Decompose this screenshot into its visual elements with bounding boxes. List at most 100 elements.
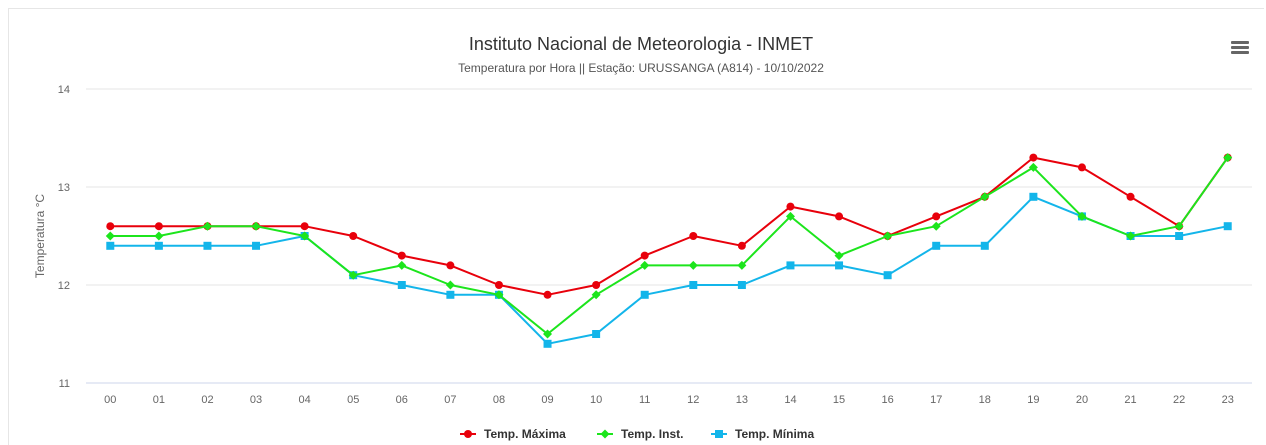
data-point-circle[interactable] — [300, 222, 309, 231]
data-point-diamond[interactable] — [688, 260, 698, 270]
x-tick-label: 17 — [930, 394, 942, 406]
data-point-diamond[interactable] — [1028, 162, 1038, 172]
data-point-diamond[interactable] — [1077, 211, 1087, 221]
y-tick-label: 11 — [59, 378, 70, 390]
data-point-diamond[interactable] — [883, 231, 893, 241]
x-tick-label: 10 — [590, 394, 602, 406]
x-tick-label: 08 — [493, 394, 505, 406]
x-tick-label: 14 — [784, 394, 796, 406]
y-axis-title: Temperatura °C — [33, 194, 47, 278]
x-tick-label: 15 — [833, 394, 845, 406]
data-point-circle[interactable] — [835, 212, 844, 221]
legend-label: Temp. Máxima — [484, 427, 566, 441]
data-point-diamond[interactable] — [737, 260, 747, 270]
data-point-circle[interactable] — [592, 281, 601, 289]
x-tick-label: 21 — [1124, 394, 1136, 406]
x-tick-label: 20 — [1076, 394, 1088, 406]
data-point-square[interactable] — [932, 241, 941, 250]
legend-item[interactable]: Temp. Inst. — [597, 427, 683, 441]
data-point-circle[interactable] — [106, 222, 115, 231]
legend-label: Temp. Mínima — [735, 427, 814, 441]
data-point-circle[interactable] — [786, 202, 795, 211]
legend-marker-diamond — [600, 429, 610, 439]
series-layer — [105, 153, 1233, 348]
data-point-diamond[interactable] — [980, 192, 990, 202]
legend: Temp. Máxima Temp. Inst. Temp. Mínima — [460, 427, 814, 441]
data-point-diamond[interactable] — [1223, 153, 1233, 163]
data-point-diamond[interactable] — [300, 231, 310, 241]
legend-label: Temp. Inst. — [621, 427, 683, 441]
data-point-square[interactable] — [786, 261, 795, 270]
data-point-circle[interactable] — [349, 232, 358, 240]
x-tick-label: 09 — [541, 394, 553, 406]
data-point-square[interactable] — [1223, 222, 1232, 231]
data-point-circle[interactable] — [154, 222, 163, 231]
data-point-square[interactable] — [446, 290, 455, 299]
data-point-square[interactable] — [592, 330, 601, 338]
series-diamond — [105, 153, 1233, 339]
data-point-circle[interactable] — [640, 251, 649, 260]
x-tick-label: 22 — [1173, 394, 1185, 406]
data-point-diamond[interactable] — [834, 251, 844, 261]
data-point-square[interactable] — [397, 281, 406, 289]
data-point-diamond[interactable] — [445, 280, 455, 290]
data-point-diamond[interactable] — [591, 290, 601, 300]
data-point-circle[interactable] — [689, 232, 698, 240]
data-point-circle[interactable] — [1126, 192, 1135, 201]
data-point-square[interactable] — [640, 290, 649, 299]
data-point-diamond[interactable] — [251, 221, 261, 231]
data-point-circle[interactable] — [932, 212, 941, 221]
data-point-square[interactable] — [835, 261, 844, 270]
data-point-square[interactable] — [1175, 232, 1184, 240]
data-point-diamond[interactable] — [640, 260, 650, 270]
data-point-diamond[interactable] — [154, 231, 164, 241]
data-point-diamond[interactable] — [202, 221, 212, 231]
data-point-square[interactable] — [737, 281, 746, 289]
data-point-square[interactable] — [203, 241, 212, 250]
data-point-square[interactable] — [543, 339, 552, 348]
data-point-square[interactable] — [1029, 192, 1038, 201]
data-point-square[interactable] — [106, 241, 115, 250]
series-square — [106, 192, 1232, 348]
y-tick-label: 14 — [58, 84, 70, 96]
series-line — [110, 157, 1229, 335]
x-tick-label: 11 — [639, 394, 650, 406]
data-point-circle[interactable] — [397, 251, 406, 260]
data-point-diamond[interactable] — [348, 270, 358, 280]
series-line — [110, 195, 1228, 345]
x-tick-label: 19 — [1027, 394, 1039, 406]
data-point-diamond[interactable] — [397, 260, 407, 270]
data-point-diamond[interactable] — [105, 231, 115, 241]
data-point-square[interactable] — [154, 241, 163, 250]
data-point-circle[interactable] — [543, 290, 552, 299]
chart-container — [8, 8, 1264, 445]
legend-item[interactable]: Temp. Máxima — [460, 427, 566, 441]
data-point-diamond[interactable] — [931, 221, 941, 231]
x-tick-label: 12 — [687, 394, 699, 406]
data-point-diamond[interactable] — [1126, 231, 1136, 241]
data-point-circle[interactable] — [494, 281, 503, 289]
chart-subtitle: Temperatura por Hora || Estação: URUSSAN… — [458, 61, 824, 75]
x-tick-label: 00 — [104, 394, 116, 406]
data-point-square[interactable] — [252, 241, 261, 250]
data-point-circle[interactable] — [737, 241, 746, 250]
data-point-circle[interactable] — [446, 261, 455, 270]
data-point-square[interactable] — [689, 281, 698, 289]
data-point-diamond[interactable] — [1174, 221, 1184, 231]
x-tick-label: 13 — [736, 394, 748, 406]
data-point-circle[interactable] — [1077, 163, 1086, 172]
series-line — [110, 156, 1229, 296]
data-point-diamond[interactable] — [785, 211, 795, 221]
data-point-diamond[interactable] — [494, 290, 504, 300]
data-point-diamond[interactable] — [543, 329, 553, 339]
data-point-square[interactable] — [883, 271, 892, 280]
data-point-circle[interactable] — [1029, 153, 1038, 162]
x-tick-label: 23 — [1222, 394, 1234, 406]
y-tick-label: 13 — [58, 182, 70, 194]
legend-item[interactable]: Temp. Mínima — [711, 427, 814, 441]
hamburger-menu-icon[interactable] — [1228, 38, 1252, 57]
x-tick-label: 05 — [347, 394, 359, 406]
grid-lines — [86, 88, 1252, 286]
data-point-square[interactable] — [980, 241, 989, 250]
